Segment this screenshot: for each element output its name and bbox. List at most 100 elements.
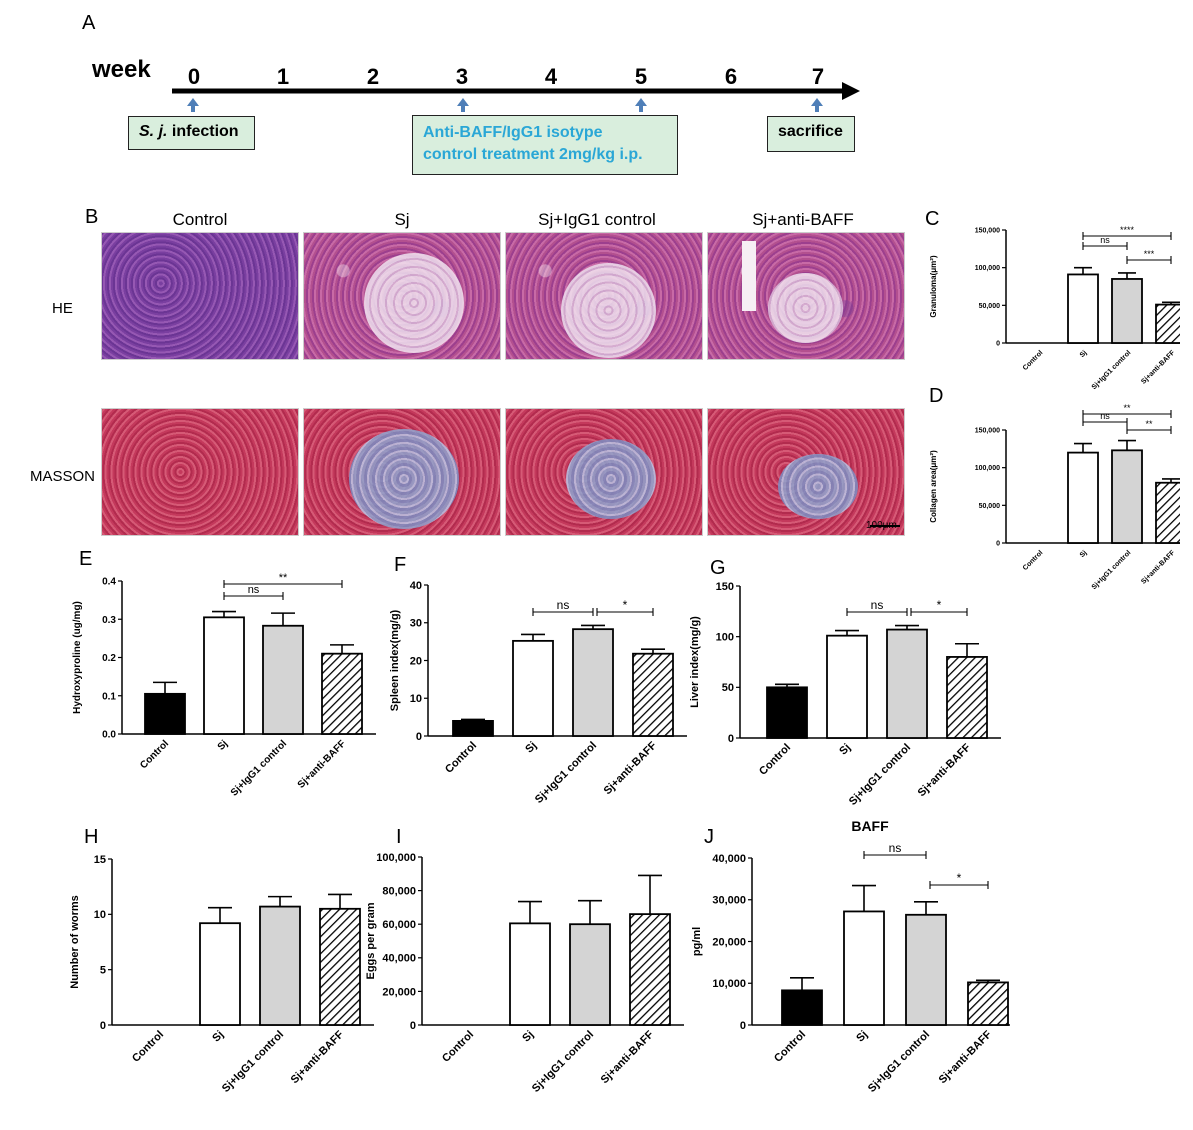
y-tick-label: 30 — [410, 618, 422, 630]
chart-eggs: 0 20,000 40,000 60,000 80,000 100,000 Eggs per… — [365, 852, 684, 1095]
y-axis-label: Granuloma(μm²) — [929, 255, 938, 318]
significance-label: ** — [279, 572, 288, 584]
week-tick-0: 0 — [187, 64, 201, 89]
category-label: Sj+anti-BAFF — [1140, 549, 1177, 586]
category-label: Sj+IgG1 control — [1091, 349, 1133, 390]
bar — [319, 907, 361, 1026]
bar — [1111, 449, 1143, 544]
y-axis-label: Liver index(mg/g) — [689, 616, 701, 708]
y-tick-label: 10 — [94, 909, 106, 921]
bar — [259, 905, 301, 1026]
category-label: Sj — [523, 740, 539, 756]
collagen-shape — [778, 454, 858, 519]
panel-label-a: A — [82, 12, 96, 34]
panel-label-e: E — [79, 548, 93, 570]
bar — [452, 719, 494, 737]
category-label: Sj+IgG1 control — [1091, 549, 1133, 591]
category-label: Sj — [210, 1029, 226, 1045]
micrograph-he-sj — [303, 232, 501, 360]
bar — [509, 922, 551, 1026]
y-axis-label: pg/ml — [691, 927, 703, 956]
y-tick-label: 40,000 — [712, 853, 746, 865]
category-label: Sj — [216, 738, 231, 753]
y-tick-label: 0.3 — [102, 615, 116, 626]
y-tick-label: 0.2 — [102, 653, 116, 664]
significance-label: ** — [1123, 403, 1131, 413]
bar — [1067, 451, 1099, 544]
y-tick-label: 0 — [100, 1020, 106, 1032]
category-label: Sj+anti-BAFF — [296, 738, 348, 790]
y-axis-label: Hydroxyproline (ug/mg) — [72, 601, 83, 714]
infection-box: S. j. infection — [128, 116, 255, 150]
bar — [203, 616, 245, 735]
panel-label-h: H — [84, 826, 99, 848]
bar — [629, 913, 671, 1026]
y-tick-label: 20 — [410, 655, 422, 667]
bar — [905, 913, 947, 1026]
y-tick-label: 20,000 — [712, 936, 746, 948]
bar — [569, 923, 611, 1026]
marker-arrow-week0 — [187, 98, 199, 112]
panel-label-g: G — [710, 557, 726, 579]
chart-hydroxyproline: 0.0 0.1 0.2 0.3 0.4 Hydroxyproline (ug/mg) Con… — [72, 572, 376, 799]
category-label: Sj+IgG1 control — [866, 1029, 932, 1095]
histology-row-he: HE — [52, 300, 73, 317]
significance-label: ns — [871, 598, 884, 612]
collagen-shape — [349, 429, 459, 529]
y-tick-label: 40 — [410, 580, 422, 592]
y-tick-label: 100 — [716, 632, 734, 644]
bar — [199, 922, 241, 1026]
y-tick-label: 10,000 — [712, 978, 746, 990]
histology-col-igg1: Sj+IgG1 control — [538, 210, 656, 229]
bar — [1067, 273, 1099, 344]
histology-col-control: Control — [172, 210, 228, 229]
y-axis-label: Number of worms — [69, 895, 81, 989]
bar — [262, 624, 304, 735]
y-tick-label: 150 — [716, 581, 734, 593]
category-label: Sj+anti-BAFF — [602, 739, 660, 797]
bar — [946, 656, 988, 739]
week-tick-6: 6 — [724, 64, 738, 89]
chart-collagen: 0 50,000 100,000 150,000 Collagen area(μm²) C… — [929, 403, 1180, 591]
y-tick-label: 0 — [996, 540, 1000, 547]
bar — [766, 686, 808, 739]
panel-label-d: D — [929, 385, 944, 407]
y-tick-label: 40,000 — [382, 953, 416, 965]
significance-label: ns — [248, 584, 260, 596]
micrograph-he-igg1 — [505, 232, 703, 360]
bar — [826, 634, 868, 739]
marker-arrow-week5 — [635, 98, 647, 112]
granuloma-shape — [364, 253, 464, 353]
category-label: Sj+IgG1 control — [229, 738, 289, 798]
y-tick-label: 10 — [410, 693, 422, 705]
y-tick-label: 0 — [410, 1020, 416, 1032]
bar — [321, 652, 363, 735]
chart-title: BAFF — [851, 818, 889, 834]
bar — [886, 628, 928, 739]
category-label: Control — [1022, 549, 1045, 572]
significance-label: ns — [1100, 411, 1110, 421]
panel-label-f: F — [394, 554, 407, 576]
y-tick-label: 20,000 — [382, 986, 416, 998]
y-tick-label: 5 — [100, 965, 106, 977]
category-label: Sj+IgG1 control — [533, 740, 599, 806]
scale-bar-line — [870, 525, 900, 527]
y-tick-label: 0.1 — [102, 691, 116, 702]
y-tick-label: 0 — [728, 733, 734, 745]
category-label: Sj+anti-BAFF — [937, 1028, 995, 1086]
week-tick-1: 1 — [276, 64, 290, 89]
bar — [967, 981, 1009, 1026]
granuloma-shape — [561, 263, 656, 358]
category-label: Sj+anti-BAFF — [599, 1028, 657, 1086]
bar — [512, 639, 554, 737]
category-label: Sj+anti-BAFF — [916, 741, 974, 799]
y-tick-label: 80,000 — [382, 885, 416, 897]
collagen-shape — [566, 439, 656, 519]
significance-label: * — [623, 598, 628, 612]
micrograph-masson-sj — [303, 408, 501, 536]
week-tick-3: 3 — [455, 64, 469, 89]
micrograph-masson-igg1 — [505, 408, 703, 536]
histology-row-masson: MASSON — [30, 468, 96, 485]
category-label: Control — [1022, 349, 1045, 372]
micrograph-he-antibaff — [707, 232, 905, 360]
